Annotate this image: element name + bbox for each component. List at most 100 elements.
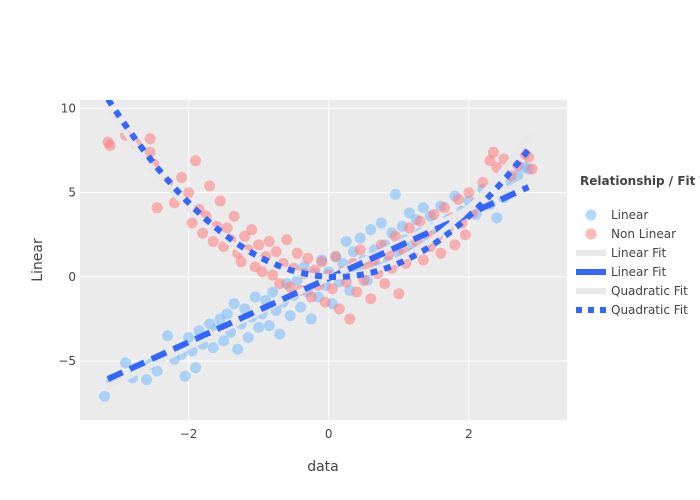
data-point [344,313,356,325]
data-point [351,286,363,298]
data-point [221,222,233,234]
axis-ticks: −2 0 2 −5 0 5 10 [58,101,472,441]
y-tick-label: 5 [68,186,76,200]
legend-item[interactable]: Quadratic Fit [576,303,688,317]
y-tick-label: −5 [58,354,76,368]
data-point [487,146,499,158]
data-point [204,180,216,192]
data-point [354,232,366,244]
data-point [228,210,240,222]
data-point [104,139,116,151]
data-point [281,234,293,246]
data-point [389,230,401,242]
legend-label: Linear Fit [611,246,666,260]
legend-label: Non Linear [611,227,676,241]
data-point [239,303,251,315]
data-point [417,254,429,266]
data-point [333,303,345,315]
y-axis-title: Linear [30,238,46,282]
legend-label: Linear Fit [611,265,666,279]
data-point [291,247,303,259]
x-tick-label: 0 [325,427,333,441]
legend: Relationship / Fit Typ Linear Non Linear L… [576,174,700,317]
data-point [302,252,314,264]
x-tick-label: 2 [465,427,473,441]
legend-label: Quadratic Fit [611,284,688,298]
data-point [389,188,401,200]
series-quadratic-fit [105,100,531,280]
data-point [253,239,265,251]
y-tick-label: 10 [61,101,76,115]
data-point [144,133,156,145]
data-point [375,217,387,229]
data-point [246,224,258,236]
data-point [176,171,188,183]
data-point [197,227,209,239]
data-point [214,195,226,207]
data-point [337,257,349,269]
legend-title: Relationship / Fit Typ [580,174,700,188]
data-point [452,193,464,205]
data-point [228,298,240,310]
data-point [267,286,279,298]
data-point [162,330,174,342]
legend-label: Linear [611,208,648,222]
data-point [330,251,342,263]
data-point [232,343,244,355]
legend-item[interactable]: Linear [585,208,649,222]
data-point [218,335,230,347]
data-point [319,296,331,308]
data-point [249,291,261,303]
data-point [403,222,415,234]
data-point [354,244,366,256]
legend-marker [585,228,597,240]
data-point [316,256,328,268]
legend-item[interactable]: Quadratic Fit [576,284,688,298]
data-point [151,365,163,377]
legend-item[interactable]: Linear Fit [576,246,666,260]
data-point [284,310,296,322]
legend-marker [585,209,597,221]
data-point [144,146,156,158]
legend-item[interactable]: Linear Fit [576,265,666,279]
data-point [207,235,219,247]
legend-label: Quadratic Fit [611,303,688,317]
data-point [190,362,202,374]
data-point [459,229,471,241]
data-point [151,202,163,214]
data-point [463,187,475,199]
data-point [183,187,195,199]
data-point [179,370,191,382]
data-point [274,328,286,340]
data-point [417,202,429,214]
data-point [435,247,447,259]
data-point [274,278,286,290]
data-point [221,308,233,320]
data-point [340,235,352,247]
data-point [365,293,377,305]
data-point [365,224,377,236]
data-point [242,331,254,343]
data-point [263,320,275,332]
x-axis-title: data [307,459,339,475]
data-point [491,212,503,224]
legend-item[interactable]: Non Linear [585,227,677,241]
y-tick-label: 0 [68,270,76,284]
data-point [239,230,251,242]
data-point [438,202,450,214]
data-point [403,207,415,219]
data-point [526,163,538,175]
data-point [379,278,391,290]
data-point [263,235,275,247]
data-point [120,357,132,369]
x-tick-label: −2 [180,427,198,441]
data-point [305,291,317,303]
data-point [305,313,317,325]
fit-line [105,100,531,280]
data-point [428,209,440,221]
data-point [253,321,265,333]
data-point [207,342,219,354]
data-point [186,217,198,229]
data-point [99,390,111,402]
